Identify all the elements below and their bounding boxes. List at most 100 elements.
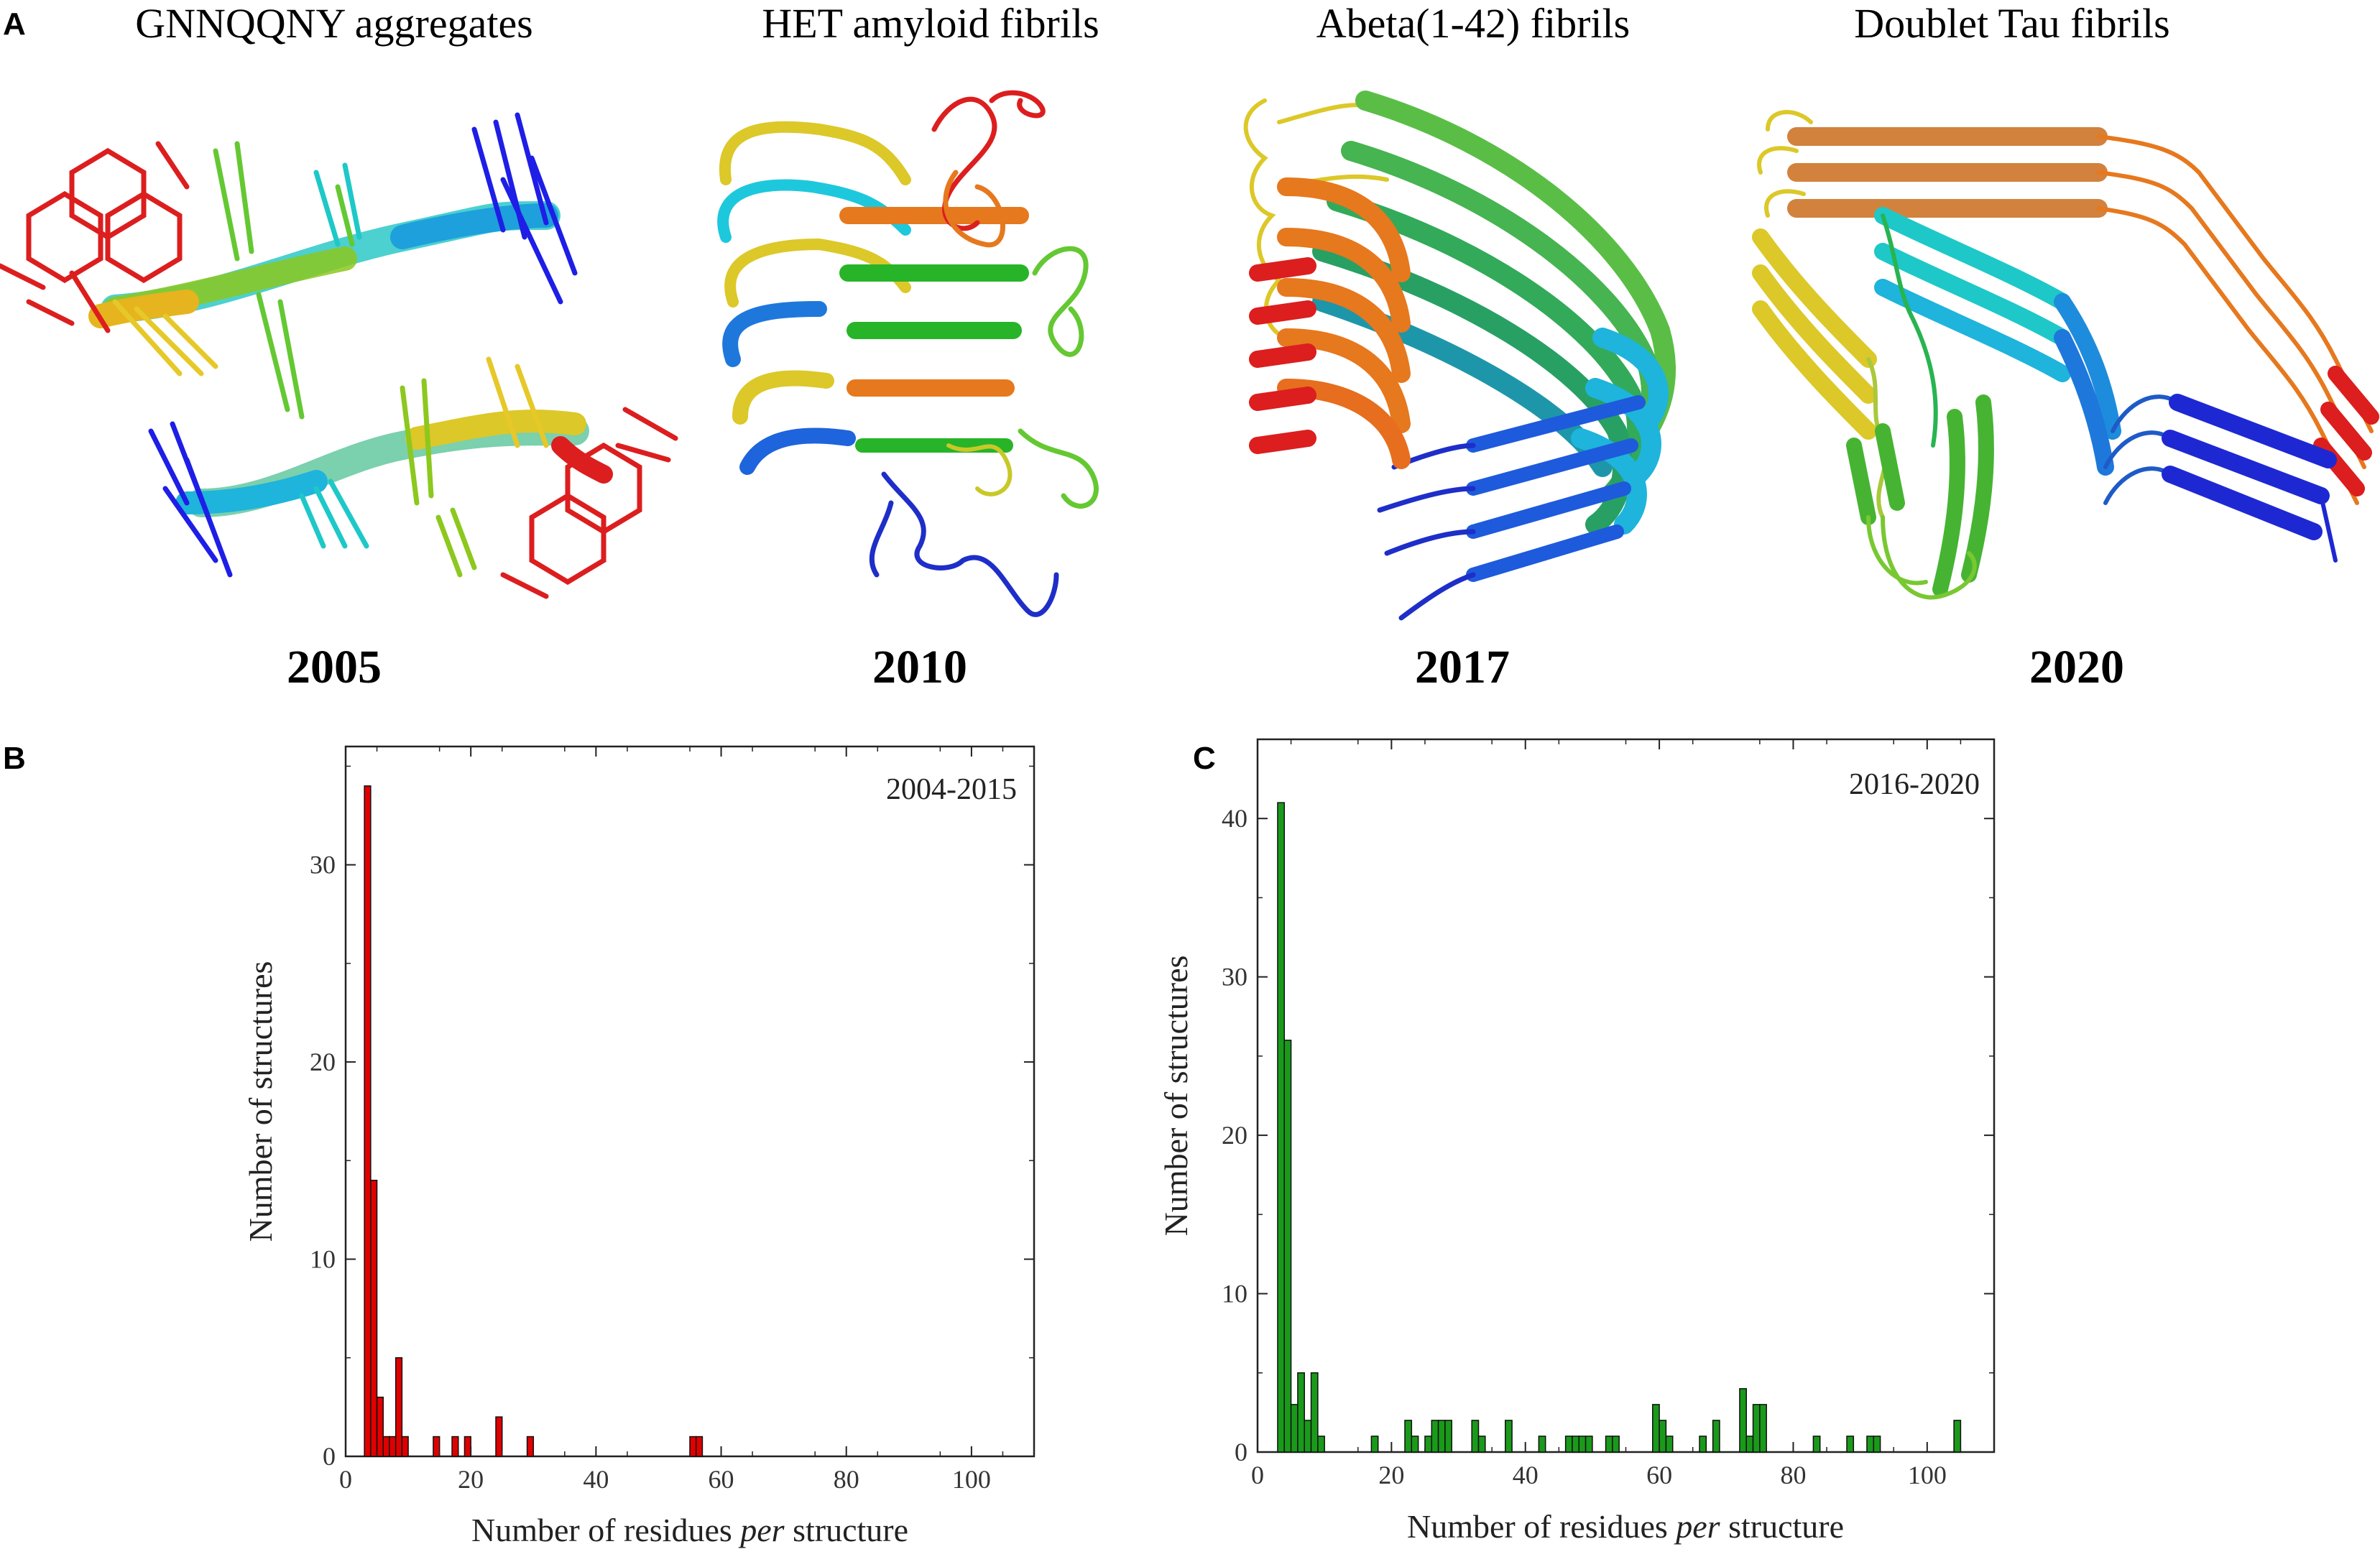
x-tick-label: 60	[1646, 1461, 1672, 1489]
x-tick-label: 40	[1513, 1461, 1539, 1489]
histogram-bar	[1585, 1436, 1593, 1453]
histogram-bar	[395, 1357, 403, 1457]
x-axis-b: 0 20 40 60 80 100	[339, 746, 1004, 1494]
histogram-bar	[1699, 1436, 1707, 1453]
histogram-bar	[1866, 1436, 1875, 1453]
x-tick-label: 0	[1251, 1461, 1264, 1489]
x-tick-label: 60	[709, 1465, 734, 1494]
histogram-bar	[1652, 1404, 1660, 1453]
histogram-bar	[370, 1180, 378, 1457]
histogram-bar	[1605, 1436, 1613, 1453]
x-axis-title-c: Number of residues per structure	[1407, 1508, 1844, 1545]
histogram-bars-b	[364, 785, 704, 1457]
histogram-bar	[495, 1416, 503, 1457]
structure-title-tau: Doublet Tau fibrils	[1854, 0, 2169, 47]
plot-frame-b	[344, 745, 1036, 1458]
histogram-bar	[1370, 1436, 1379, 1453]
y-tick-label: 10	[310, 1245, 336, 1274]
x-tick-label: 0	[339, 1465, 352, 1494]
histogram-bar	[1665, 1436, 1674, 1453]
histogram-bar	[1404, 1420, 1413, 1453]
histogram-bar	[1759, 1404, 1767, 1453]
histogram-bar	[1538, 1436, 1546, 1453]
histogram-bar	[1297, 1372, 1305, 1453]
date-range-label-b: 2004-2015	[886, 773, 1017, 806]
histogram-bar	[1310, 1372, 1319, 1453]
histogram-bar	[1612, 1436, 1620, 1453]
panel-a: A GNNQQNY aggregates HET amyloid fibrils…	[0, 0, 2379, 693]
x-tick-label: 100	[1908, 1461, 1947, 1489]
x-tick-label: 40	[583, 1465, 609, 1494]
histogram-bar	[1477, 1436, 1486, 1453]
histogram-bar	[1564, 1436, 1573, 1453]
histogram-bar	[1444, 1420, 1452, 1453]
y-axis-b: 0 10 20 30	[310, 765, 1034, 1471]
histogram-bar	[389, 1436, 397, 1457]
structure-year-2017: 2017	[1415, 641, 1510, 693]
histogram-bar	[1578, 1436, 1587, 1453]
y-tick-label: 0	[323, 1442, 336, 1471]
histogram-bar	[689, 1436, 697, 1457]
histogram-bar	[1471, 1420, 1480, 1453]
histogram-bar	[1411, 1436, 1419, 1453]
y-tick-label: 20	[310, 1048, 336, 1076]
histogram-bar	[401, 1436, 409, 1457]
x-tick-label: 80	[834, 1465, 859, 1494]
structure-image-tau	[1752, 110, 2379, 600]
histogram-bar	[1659, 1420, 1667, 1453]
panel-c: C 2016-2020 0 20 40 60 80 100 0 10 20 30 40 Numbe…	[1158, 738, 1996, 1545]
histogram-bar	[1277, 802, 1286, 1453]
histogram-bar	[382, 1436, 390, 1457]
histogram-bar	[1424, 1436, 1433, 1453]
histogram-bar	[1304, 1420, 1312, 1453]
panel-c-letter: C	[1193, 741, 1216, 776]
structure-image-abeta	[1243, 91, 1676, 621]
structure-title-gnnqqny: GNNQQNY aggregates	[135, 0, 533, 47]
structure-year-2010: 2010	[872, 641, 967, 693]
y-axis-title-c: Number of structures	[1158, 956, 1194, 1237]
y-tick-label: 30	[1222, 963, 1247, 991]
structure-year-2005: 2005	[287, 641, 382, 693]
x-tick-label: 100	[952, 1465, 991, 1494]
structure-year-2020: 2020	[2029, 641, 2124, 693]
y-axis-c: 0 10 20 30 40	[1222, 804, 1994, 1466]
histogram-bar	[451, 1436, 459, 1457]
y-tick-label: 20	[1222, 1121, 1247, 1150]
x-tick-label: 20	[1378, 1461, 1404, 1489]
date-range-label-c: 2016-2020	[1849, 768, 1980, 801]
histogram-bar	[1752, 1404, 1761, 1453]
panel-b-letter: B	[3, 741, 26, 776]
histogram-bar	[526, 1436, 535, 1457]
histogram-bar	[1739, 1388, 1747, 1453]
histogram-bar	[1745, 1436, 1754, 1453]
histogram-bar	[1812, 1436, 1821, 1453]
histogram-bar	[1712, 1420, 1720, 1453]
histogram-bar	[364, 785, 372, 1457]
y-tick-label: 40	[1222, 804, 1247, 833]
x-tick-label: 80	[1780, 1461, 1806, 1489]
histogram-bar	[1953, 1420, 1962, 1453]
histogram-bar	[1505, 1420, 1513, 1453]
histogram-bar	[1317, 1436, 1325, 1453]
histogram-bar	[433, 1436, 441, 1457]
panel-b: B 2004-2015 0 20 40 60 80 100 0 10 20 30 Number …	[3, 741, 1036, 1548]
histogram-bar	[1873, 1436, 1881, 1453]
histogram-bar	[1431, 1420, 1439, 1453]
y-axis-title-b: Number of structures	[242, 961, 279, 1242]
structure-title-het: HET amyloid fibrils	[762, 0, 1099, 47]
histogram-bar	[376, 1396, 384, 1457]
y-tick-label: 10	[1222, 1280, 1247, 1308]
histogram-bar	[463, 1436, 471, 1457]
structure-title-abeta: Abeta(1-42) fibrils	[1316, 0, 1630, 47]
histogram-bar	[1283, 1040, 1292, 1453]
y-tick-label: 0	[1235, 1438, 1247, 1466]
plot-frame-c	[1256, 738, 1996, 1453]
histogram-bar	[1290, 1404, 1299, 1453]
structure-image-het	[717, 90, 1099, 617]
y-tick-label: 30	[310, 851, 336, 879]
histogram-bars-c	[1277, 802, 1962, 1453]
histogram-bar	[1437, 1420, 1446, 1453]
histogram-bar	[695, 1436, 704, 1457]
x-axis-c: 0 20 40 60 80 100	[1251, 739, 1962, 1489]
